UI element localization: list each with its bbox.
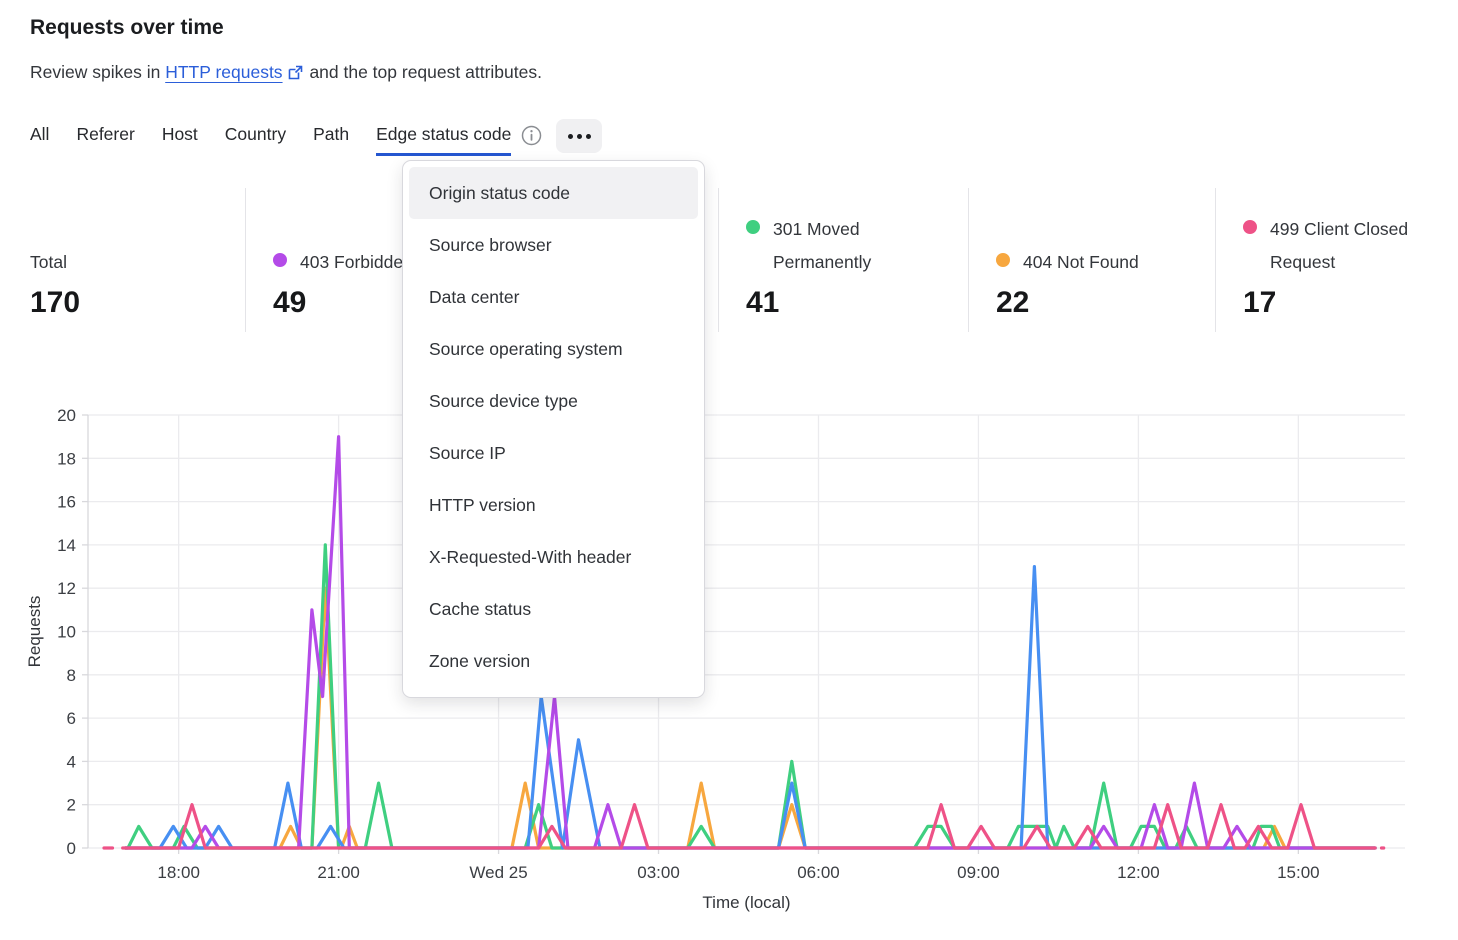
x-tick-label: 06:00 (797, 863, 840, 882)
tab-all[interactable]: All (30, 124, 50, 144)
stat-card: 301 Moved Permanently 41 (718, 188, 968, 332)
x-tick-label: 15:00 (1277, 863, 1320, 882)
y-tick-label: 2 (67, 796, 76, 815)
tab-country[interactable]: Country (224, 124, 287, 144)
menu-item-data-center[interactable]: Data center (429, 286, 520, 307)
y-tick-label: 0 (67, 839, 76, 858)
axis-ticks: 0 2 4 6 8 10 12 14 16 18 20 18:00 21:00 Wed 25 03:00 06… (57, 406, 1320, 882)
stat-card: 404 Not Found 22 (968, 188, 1215, 332)
series-499-client-closed-request (121, 803, 1377, 850)
attribute-dropdown-menu: Origin status code Source browser Data cen… (402, 160, 705, 698)
tab-referer[interactable]: Referer (76, 124, 135, 144)
menu-item-source-browser[interactable]: Source browser (429, 234, 552, 255)
page-title: Requests over time (30, 16, 224, 39)
stats-row: Total 170 403 Forbidden 49 301 Moved Perma… (30, 188, 1458, 332)
stat-card-label: 499 Client Closed Request (1243, 213, 1428, 278)
subtitle-prefix: Review spikes in (30, 62, 161, 82)
http-requests-link[interactable]: HTTP requests (165, 62, 283, 82)
tab-host[interactable]: Host (161, 124, 198, 144)
external-link-icon (288, 64, 303, 85)
menu-item-cache-status[interactable]: Cache status (429, 598, 532, 619)
subtitle-suffix: and the top request attributes. (309, 62, 542, 82)
stat-card-label: 301 Moved Permanently (746, 213, 931, 278)
stat-total-value: 170 (30, 286, 81, 319)
y-axis-label: Requests (25, 596, 44, 668)
menu-item-origin-status-code[interactable]: Origin status code (409, 167, 698, 219)
x-tick-label: 18:00 (157, 863, 200, 882)
y-tick-label: 14 (57, 536, 76, 555)
tab-path[interactable]: Path (313, 124, 350, 144)
series-301-moved-permanently (123, 543, 1377, 850)
x-tick-label: 21:00 (317, 863, 360, 882)
x-tick-label: 09:00 (957, 863, 1000, 882)
menu-item-x-requested-with-header[interactable]: X-Requested-With header (429, 546, 632, 567)
stat-card-value: 49 (273, 286, 307, 319)
series-color-dot (996, 252, 1010, 267)
y-tick-label: 6 (67, 709, 76, 728)
x-tick-label: 12:00 (1117, 863, 1160, 882)
y-tick-label: 4 (67, 752, 76, 771)
requests-chart: 0 2 4 6 8 10 12 14 16 18 20 18:00 21:00 Wed 25 03:00 06… (20, 400, 1440, 935)
y-tick-label: 10 (57, 623, 76, 642)
stat-card-value: 41 (746, 286, 780, 319)
attribute-tabs: All Referer Host Country Path Edge status cod… (30, 119, 603, 161)
y-tick-label: 16 (57, 493, 76, 512)
x-tick-label: Wed 25 (469, 863, 527, 882)
menu-item-zone-version[interactable]: Zone version (429, 650, 531, 671)
menu-item-source-ip[interactable]: Source IP (429, 442, 506, 463)
y-tick-label: 12 (57, 579, 76, 598)
more-attributes-button[interactable] (556, 119, 603, 153)
stat-card: 499 Client Closed Request 17 (1215, 188, 1458, 332)
stat-card-label: 404 Not Found (996, 246, 1181, 278)
y-tick-label: 20 (57, 406, 76, 425)
subtitle: Review spikes in HTTP requests and the t… (30, 62, 542, 85)
series-lines (102, 435, 1386, 850)
menu-item-source-device-type[interactable]: Source device type (429, 390, 578, 411)
info-icon[interactable] (521, 125, 542, 146)
stat-card-value: 17 (1243, 286, 1277, 319)
chart-canvas: 0 2 4 6 8 10 12 14 16 18 20 18:00 21:00 Wed 25 03:00 06… (25, 406, 1405, 912)
menu-item-http-version[interactable]: HTTP version (429, 494, 536, 515)
series-color-dot (1243, 220, 1257, 235)
series-403-forbidden (123, 435, 1377, 850)
y-tick-label: 18 (57, 449, 76, 468)
gridlines (87, 414, 1405, 849)
series-color-dot (746, 220, 760, 235)
x-tick-label: 03:00 (637, 863, 680, 882)
tab-edge-status-code[interactable]: Edge status code (376, 124, 512, 156)
stat-card: 403 Forbidden 49 (245, 188, 718, 332)
x-axis-label: Time (local) (702, 893, 790, 912)
stat-card-label: 403 Forbidden (273, 246, 458, 278)
stat-total: Total 170 (30, 188, 245, 332)
stat-card-value: 22 (996, 286, 1030, 319)
y-tick-label: 8 (67, 666, 76, 685)
menu-item-source-operating-system[interactable]: Source operating system (429, 338, 623, 359)
series-color-dot (273, 252, 287, 267)
stat-total-label: Total (30, 251, 67, 272)
